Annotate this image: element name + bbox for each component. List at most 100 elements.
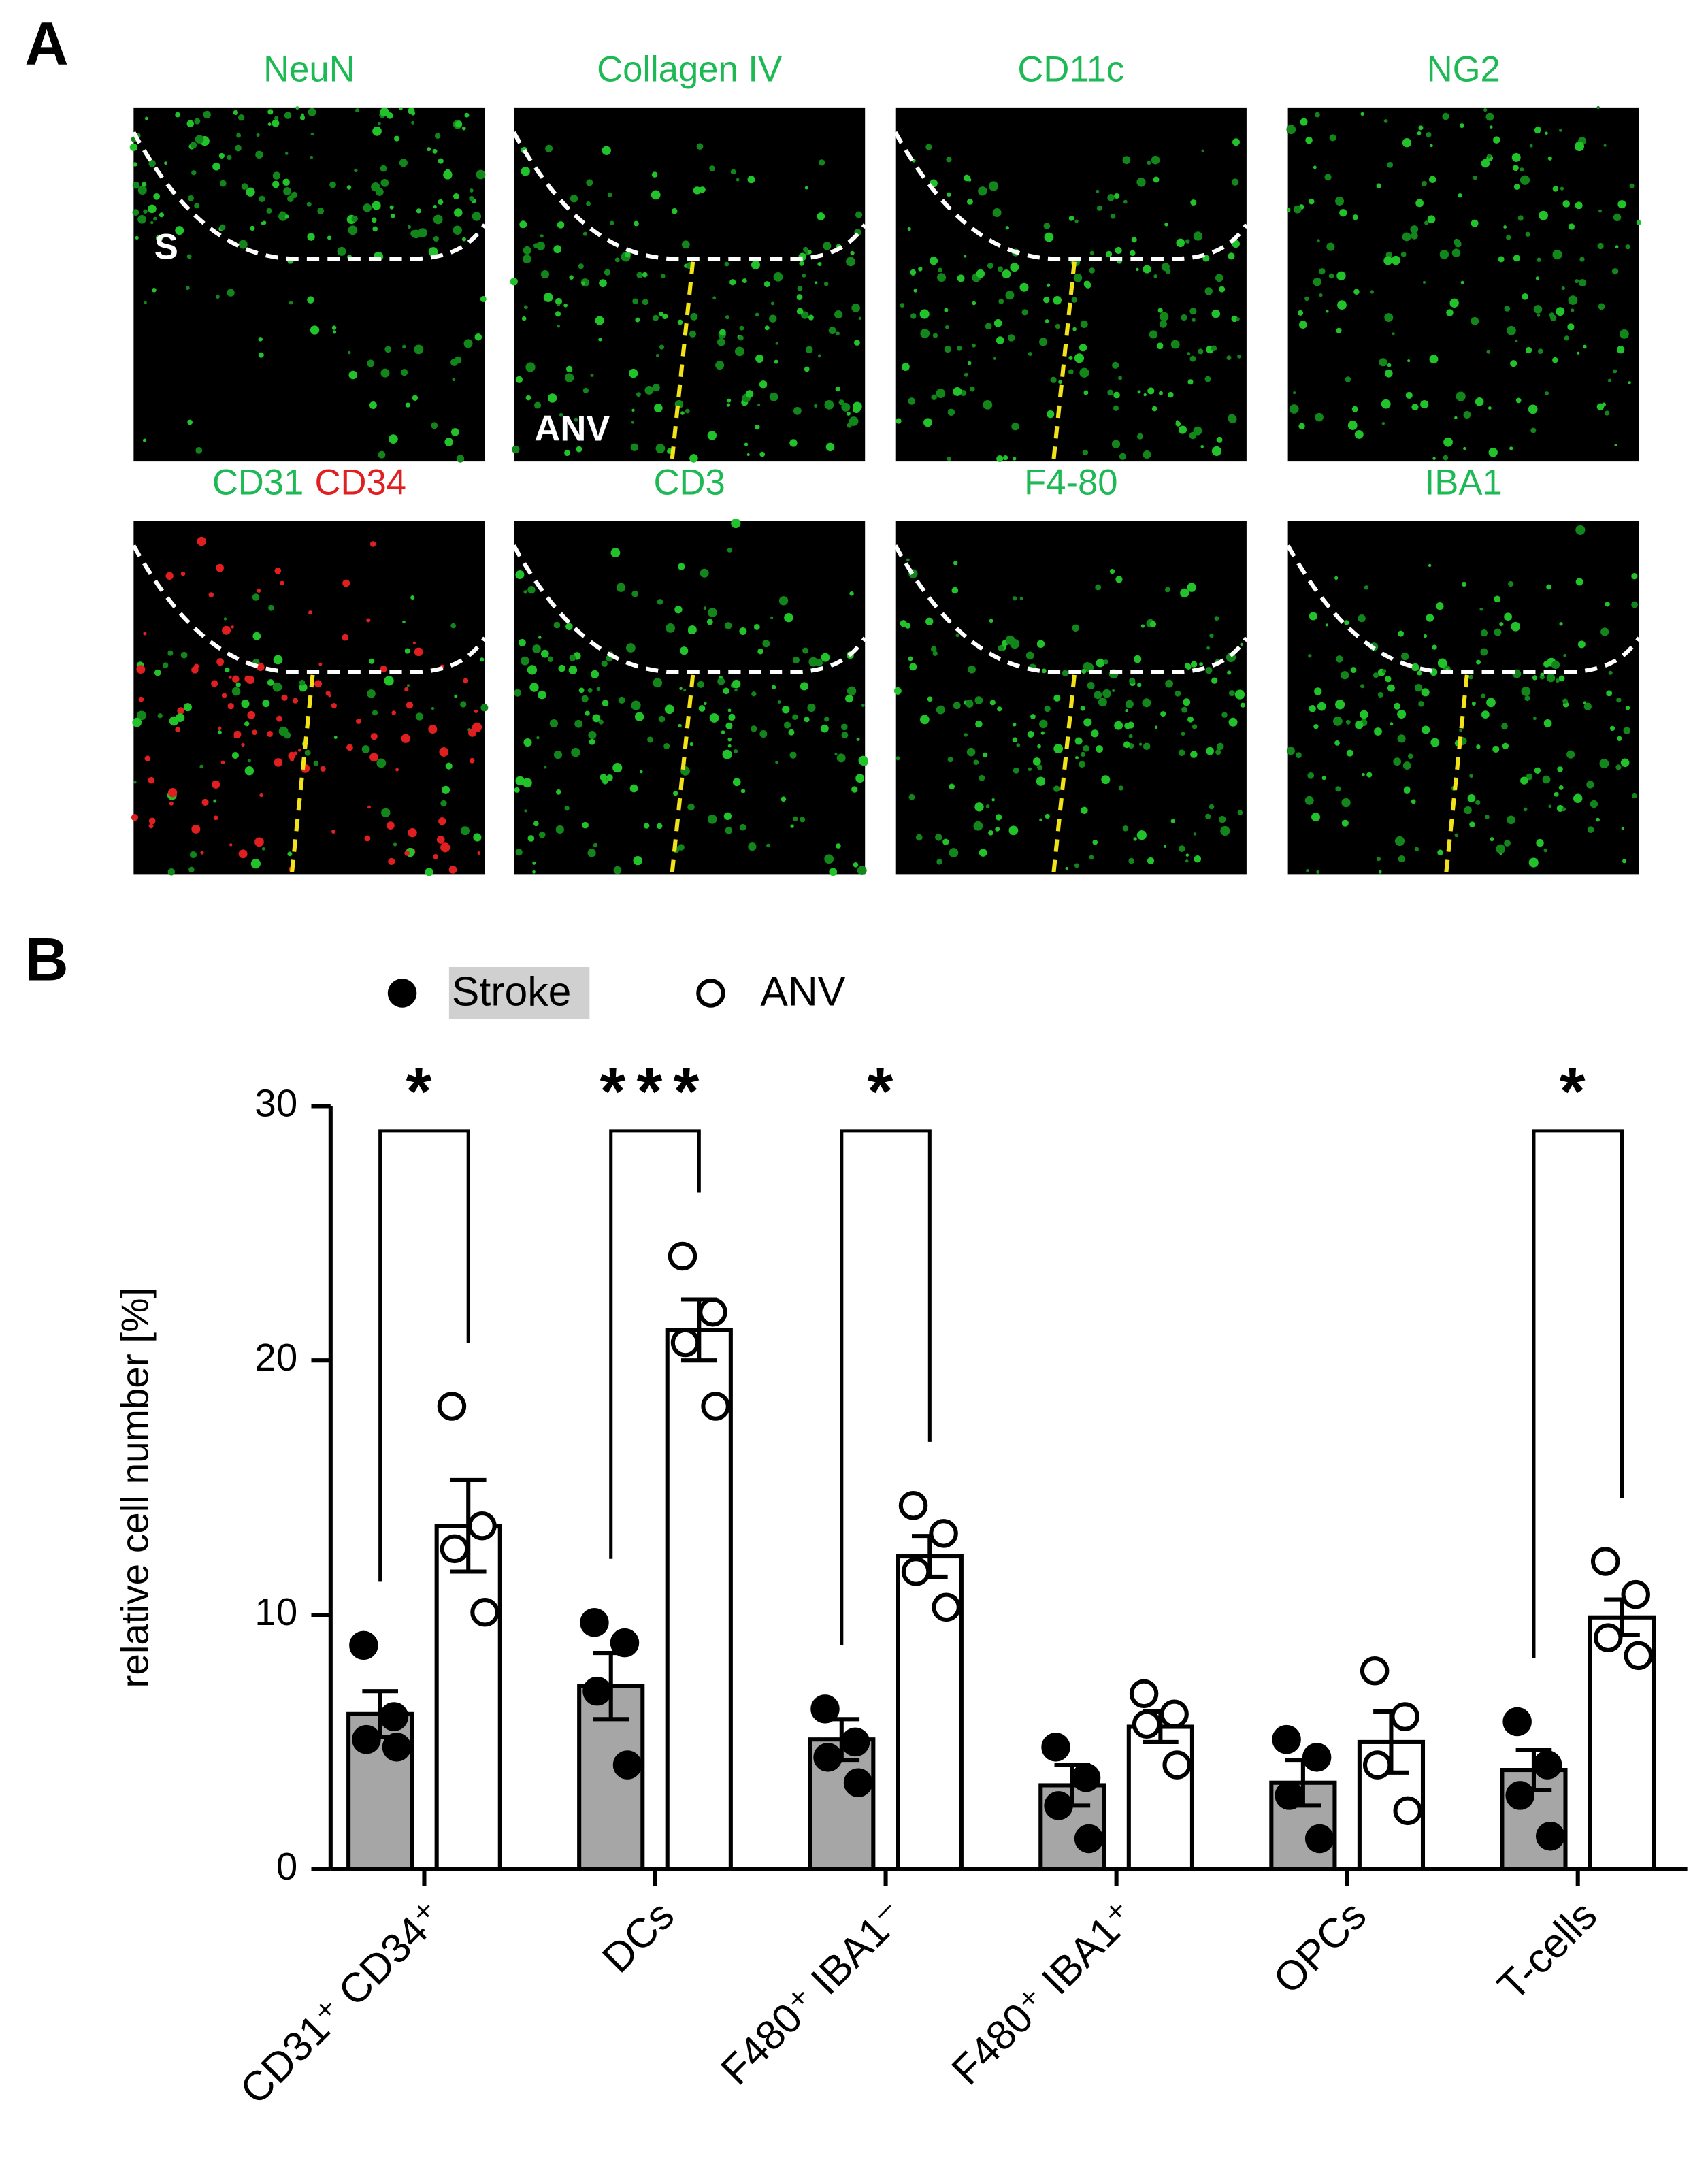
fluorescent-spot bbox=[1520, 175, 1530, 185]
fluorescent-spot bbox=[1402, 232, 1411, 242]
fluorescent-spot bbox=[522, 255, 531, 264]
fluorescent-spot bbox=[1133, 655, 1142, 663]
data-point bbox=[1272, 1724, 1301, 1754]
image-label: CD31 CD34 bbox=[212, 462, 406, 502]
fluorescent-spot bbox=[855, 774, 865, 783]
fluorescent-spot bbox=[1324, 174, 1332, 181]
fluorescent-spot bbox=[847, 423, 852, 428]
fluorescent-spot bbox=[331, 702, 337, 709]
fluorescent-spot bbox=[1123, 199, 1128, 204]
fluorescent-spot bbox=[1039, 719, 1048, 729]
fluorescent-spot bbox=[734, 688, 738, 692]
fluorescent-spot bbox=[1398, 630, 1405, 637]
fluorescent-spot bbox=[219, 180, 227, 187]
fluorescent-spot bbox=[569, 654, 576, 661]
fluorescent-spot bbox=[135, 235, 139, 240]
fluorescent-spot bbox=[1391, 255, 1400, 265]
fluorescent-spot bbox=[433, 214, 443, 225]
fluorescent-spot bbox=[947, 192, 951, 197]
fluorescent-spot bbox=[1471, 316, 1479, 325]
fluorescent-spot bbox=[909, 663, 917, 671]
fluorescent-spot bbox=[689, 742, 693, 747]
fluorescent-spot bbox=[1341, 798, 1351, 808]
fluorescent-spot bbox=[538, 831, 546, 838]
fluorescent-spot bbox=[241, 742, 245, 747]
fluorescent-spot bbox=[563, 303, 568, 308]
fluorescent-spot bbox=[1184, 663, 1191, 669]
fluorescent-spot bbox=[1512, 165, 1519, 171]
fluorescent-spot bbox=[203, 110, 211, 119]
fluorescent-spot bbox=[568, 666, 578, 674]
fluorescent-spot bbox=[521, 167, 530, 176]
fluorescent-spot bbox=[632, 298, 638, 304]
fluorescent-spot bbox=[1211, 309, 1221, 318]
fluorescent-spot bbox=[406, 684, 410, 687]
fluorescent-spot bbox=[746, 453, 750, 457]
image-label: NeuN bbox=[263, 49, 355, 89]
fluorescent-spot bbox=[1010, 263, 1019, 272]
fluorescent-spot bbox=[634, 220, 639, 227]
fluorescent-spot bbox=[1190, 661, 1198, 668]
fluorescent-spot bbox=[175, 112, 180, 118]
fluorescent-spot bbox=[167, 868, 176, 876]
fluorescent-spot bbox=[510, 278, 518, 286]
fluorescent-spot bbox=[704, 702, 707, 705]
fluorescent-spot bbox=[1503, 225, 1507, 229]
fluorescent-spot bbox=[764, 325, 770, 331]
fluorescent-spot bbox=[1411, 663, 1419, 672]
fluorescent-spot bbox=[595, 316, 604, 325]
fluorescent-spot bbox=[1394, 836, 1405, 847]
fluorescent-spot bbox=[1068, 215, 1074, 221]
fluorescent-spot bbox=[1422, 280, 1426, 284]
fluorescent-spot bbox=[1547, 156, 1552, 161]
fluorescent-spot bbox=[1517, 215, 1524, 221]
fluorescent-spot bbox=[186, 254, 192, 259]
fluorescent-spot bbox=[1073, 274, 1083, 282]
fluorescent-spot bbox=[1096, 658, 1105, 668]
fluorescent-spot bbox=[384, 346, 392, 353]
fluorescent-spot bbox=[1115, 246, 1122, 255]
fluorescent-spot bbox=[1423, 634, 1428, 638]
fluorescent-spot bbox=[771, 685, 776, 690]
fluorescent-spot bbox=[1525, 346, 1532, 354]
fluorescent-spot bbox=[707, 814, 717, 824]
fluorescent-spot bbox=[1427, 215, 1436, 224]
image-label-part: CD34 bbox=[315, 462, 407, 502]
fluorescent-spot bbox=[246, 187, 255, 197]
fluorescent-spot bbox=[1227, 670, 1232, 675]
fluorescent-spot bbox=[320, 766, 326, 772]
fluorescent-spot bbox=[1140, 624, 1145, 628]
fluorescent-spot bbox=[629, 368, 638, 378]
fluorescent-spot bbox=[1178, 749, 1185, 757]
image-background bbox=[133, 107, 485, 462]
fluorescent-spot bbox=[523, 246, 531, 255]
fluorescent-spot bbox=[836, 843, 841, 849]
fluorescent-spot bbox=[975, 720, 983, 728]
fluorescent-spot bbox=[1490, 125, 1493, 129]
fluorescent-spot bbox=[1528, 404, 1538, 414]
fluorescent-spot bbox=[740, 789, 746, 793]
fluorescent-spot bbox=[1040, 731, 1045, 735]
fluorescent-spot bbox=[327, 235, 332, 240]
fluorescent-spot bbox=[908, 397, 916, 405]
fluorescent-spot bbox=[476, 169, 486, 180]
fluorescent-spot bbox=[1091, 729, 1099, 738]
fluorescent-spot bbox=[1098, 698, 1107, 707]
fluorescent-spot bbox=[1205, 813, 1211, 819]
fluorescent-spot bbox=[1128, 857, 1134, 864]
fluorescent-spot bbox=[273, 655, 283, 665]
fluorescent-spot bbox=[763, 281, 770, 288]
fluorescent-spot bbox=[1443, 437, 1453, 447]
data-point bbox=[349, 1630, 378, 1660]
fluorescent-spot bbox=[461, 126, 466, 131]
fluorescent-spot bbox=[1193, 832, 1197, 836]
fluorescent-spot bbox=[1308, 198, 1315, 205]
x-tick-label: T-cells bbox=[1488, 1892, 1605, 2009]
fluorescent-spot bbox=[529, 683, 539, 692]
fluorescent-spot bbox=[739, 823, 746, 831]
fluorescent-spot bbox=[1147, 161, 1151, 165]
fluorescent-spot bbox=[380, 666, 387, 673]
fluorescent-spot bbox=[968, 665, 976, 674]
fluorescent-spot bbox=[346, 744, 353, 751]
fluorescent-spot bbox=[1189, 355, 1196, 362]
